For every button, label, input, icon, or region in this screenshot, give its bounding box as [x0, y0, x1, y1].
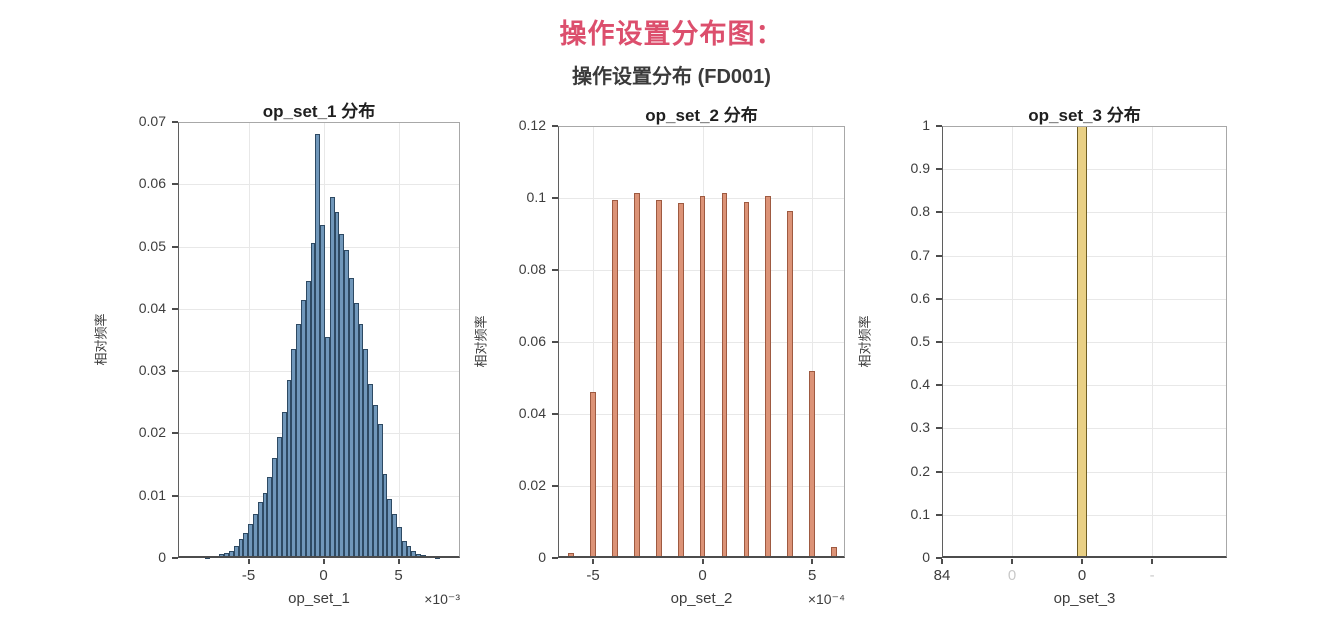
y-tick-mark — [936, 297, 942, 300]
y-axis-label: 相对频率 — [857, 315, 873, 368]
x-tick-label: 0 — [1007, 567, 1017, 584]
gridline-vertical — [593, 126, 595, 558]
y-tick-label: 0.5 — [910, 333, 930, 349]
y-tick-label: 0.05 — [138, 237, 166, 254]
y-tick-label: 0.03 — [138, 362, 166, 379]
y-tick-mark — [172, 494, 178, 497]
y-tick-label: 0.07 — [138, 113, 166, 129]
x-tick-label: 0 — [698, 567, 707, 584]
y-tick-mark — [936, 557, 942, 559]
y-tick-mark — [552, 125, 558, 127]
x-tick-label: - — [1149, 567, 1155, 584]
y-axis-label: 相对频率 — [473, 315, 489, 368]
x-tick-mark — [247, 559, 250, 564]
y-tick-label: 0.06 — [138, 175, 166, 192]
x-tick-mark — [941, 559, 943, 564]
y-tick-label: 0.01 — [138, 486, 166, 503]
x-tick-mark — [1151, 559, 1154, 564]
x-tick-mark — [592, 559, 595, 564]
y-axis-label: 相对频率 — [93, 313, 109, 366]
y-tick-mark — [936, 125, 942, 127]
y-tick-label: 0.7 — [910, 246, 930, 263]
x-tick-label: 84 — [933, 567, 951, 584]
y-tick-mark — [936, 211, 942, 214]
y-tick-label: 0.1 — [526, 189, 546, 205]
y-tick-mark — [172, 370, 178, 373]
x-tick-label: -5 — [241, 567, 256, 584]
y-tick-mark — [552, 341, 558, 343]
x-tick-label: -5 — [586, 567, 600, 584]
axis-multiplier-label: ×10⁻³ — [424, 591, 460, 607]
y-tick-mark — [172, 432, 178, 435]
x-tick-mark — [322, 559, 325, 564]
x-tick-mark — [811, 559, 814, 564]
x-axis-label: op_set_3 — [1053, 590, 1116, 607]
x-tick-label: 0 — [1077, 567, 1087, 584]
y-tick-label: 0 — [158, 549, 166, 565]
gridline-vertical — [1152, 126, 1154, 558]
x-tick-mark — [701, 559, 704, 564]
subplot-title: op_set_2 分布 — [645, 106, 758, 125]
y-tick-mark — [172, 307, 178, 310]
y-tick-label: 0.9 — [910, 160, 930, 177]
y-tick-mark — [936, 427, 942, 430]
y-tick-label: 0.08 — [518, 261, 546, 277]
y-tick-mark — [172, 557, 178, 559]
y-tick-label: 0.04 — [138, 299, 166, 316]
y-tick-mark — [552, 197, 558, 199]
y-tick-label: 0.02 — [138, 424, 166, 441]
y-tick-label: 1 — [922, 117, 930, 133]
y-tick-label: 0.6 — [910, 289, 930, 306]
y-tick-mark — [936, 168, 942, 171]
axis-multiplier-label: ×10⁻⁴ — [807, 591, 845, 607]
y-tick-label: 0.04 — [518, 405, 546, 421]
x-tick-label: 0 — [319, 567, 328, 584]
x-axis-label: op_set_1 — [288, 590, 350, 607]
y-tick-mark — [936, 254, 942, 257]
y-tick-label: 0.06 — [518, 333, 546, 349]
x-tick-label: 5 — [807, 567, 817, 584]
x-tick-mark — [1011, 559, 1014, 564]
y-tick-mark — [172, 121, 178, 123]
x-tick-label: 5 — [394, 567, 403, 584]
y-tick-mark — [936, 384, 942, 387]
plot-area — [558, 126, 845, 558]
gridline-vertical — [248, 122, 250, 558]
y-tick-mark — [936, 470, 942, 473]
plot-area — [942, 126, 1227, 558]
y-tick-mark — [552, 269, 558, 271]
subplot-title: op_set_1 分布 — [262, 102, 376, 121]
y-tick-mark — [936, 341, 942, 343]
gridline-vertical — [812, 126, 814, 558]
y-tick-label: 0 — [538, 549, 546, 565]
plot-area — [178, 122, 460, 558]
y-tick-label: 0.8 — [910, 203, 930, 220]
subplot-title: op_set_3 分布 — [1028, 106, 1141, 125]
y-tick-mark — [172, 183, 178, 186]
x-axis-label: op_set_2 — [670, 590, 733, 607]
x-tick-mark — [397, 559, 400, 564]
y-tick-label: 0.12 — [518, 117, 546, 133]
figure-title: 操作设置分布 (FD001) — [572, 66, 771, 88]
gridline-vertical — [398, 122, 400, 558]
y-tick-mark — [552, 485, 558, 487]
y-tick-mark — [552, 557, 558, 559]
page-title: 操作设置分布图： — [559, 19, 784, 49]
x-tick-mark — [1081, 559, 1084, 564]
y-tick-label: 0.4 — [910, 376, 930, 393]
gridline-vertical — [1012, 126, 1014, 558]
y-tick-label: 0.02 — [518, 477, 546, 493]
y-tick-mark — [172, 245, 178, 248]
y-tick-mark — [552, 413, 558, 415]
y-tick-label: 0.2 — [910, 462, 930, 479]
y-tick-label: 0.3 — [910, 419, 930, 436]
y-tick-mark — [936, 513, 942, 516]
y-tick-label: 0.1 — [910, 505, 930, 522]
y-tick-label: 0 — [922, 549, 930, 565]
